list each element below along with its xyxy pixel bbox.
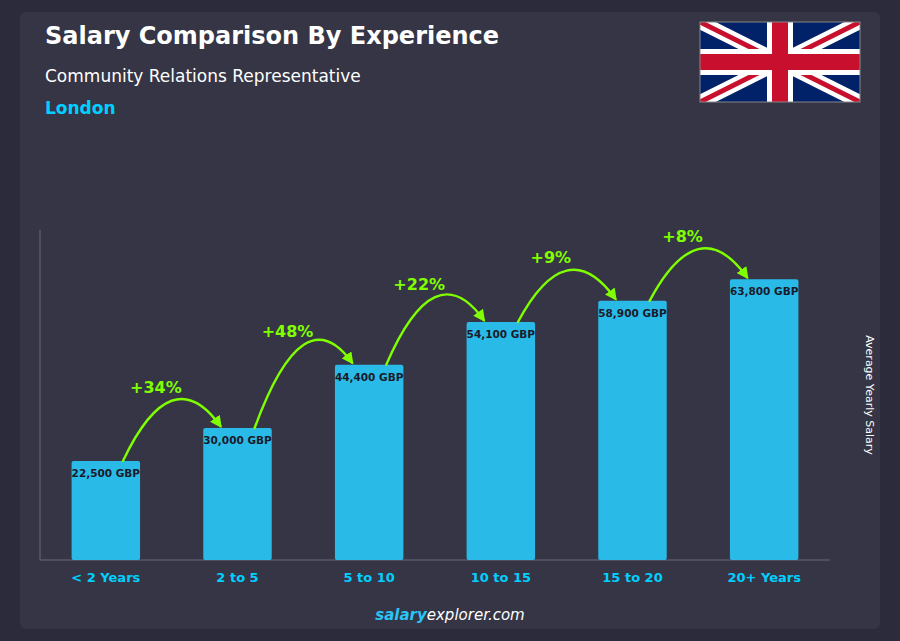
data-label: 58,900 GBP: [598, 307, 667, 319]
change-arrows: [123, 248, 747, 461]
flag-cross-red: [700, 54, 860, 70]
x-tick-label: 2 to 5: [216, 570, 258, 585]
data-label: 30,000 GBP: [203, 434, 272, 446]
data-label: 54,100 GBP: [467, 328, 536, 340]
change-label: +9%: [531, 248, 572, 267]
x-tick-label: < 2 Years: [71, 570, 140, 585]
data-label: 63,800 GBP: [730, 285, 799, 297]
footer-text: explorer.com: [427, 606, 525, 624]
change-arrow: [255, 340, 352, 428]
x-tick-label: 5 to 10: [343, 570, 394, 585]
background-panel: [20, 12, 880, 629]
bar: [730, 279, 798, 560]
x-tick-label: 20+ Years: [727, 570, 801, 585]
bar: [467, 322, 535, 560]
y-axis-line: [40, 230, 41, 560]
data-label: 44,400 GBP: [335, 371, 404, 383]
location: London: [45, 98, 116, 118]
change-label: +22%: [393, 275, 445, 294]
flag-saltire-red: [700, 22, 860, 102]
bar: [598, 301, 666, 560]
flag-saltire: [700, 22, 860, 102]
flag-border: [700, 22, 860, 102]
title: Salary Comparison By Experience: [45, 22, 499, 50]
background: [0, 0, 900, 641]
x-tick-label: 10 to 15: [471, 570, 531, 585]
x-tick-label: 15 to 20: [602, 570, 662, 585]
change-label: +34%: [130, 378, 182, 397]
x-axis-line: [40, 560, 830, 561]
change-arrow: [123, 399, 220, 461]
y-axis-label: Average Yearly Salary: [863, 335, 876, 455]
bar: [72, 461, 140, 560]
change-label: +8%: [662, 227, 703, 246]
subtitle: Community Relations Representative: [45, 66, 361, 86]
bar: [203, 428, 271, 560]
bars: [72, 279, 799, 560]
flag-saltire-red: [700, 22, 860, 102]
data-label: 22,500 GBP: [72, 467, 141, 479]
flag: [700, 22, 860, 102]
flag-field: [700, 22, 860, 102]
flag-saltire: [700, 22, 860, 102]
change-label: +48%: [262, 322, 314, 341]
footer: salaryexplorer.com: [375, 606, 524, 624]
chart: Salary Comparison By Experience Community…: [0, 0, 900, 641]
bar: [335, 365, 403, 560]
footer-bold: salary: [375, 606, 428, 624]
